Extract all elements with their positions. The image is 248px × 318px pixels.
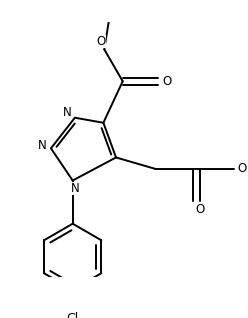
Text: O: O bbox=[96, 35, 106, 48]
Text: N: N bbox=[38, 139, 46, 152]
Text: N: N bbox=[71, 182, 80, 195]
Text: O: O bbox=[195, 203, 205, 216]
Text: Cl: Cl bbox=[66, 313, 79, 318]
Text: N: N bbox=[63, 106, 72, 119]
Text: O: O bbox=[162, 75, 171, 88]
Text: O: O bbox=[237, 162, 247, 176]
